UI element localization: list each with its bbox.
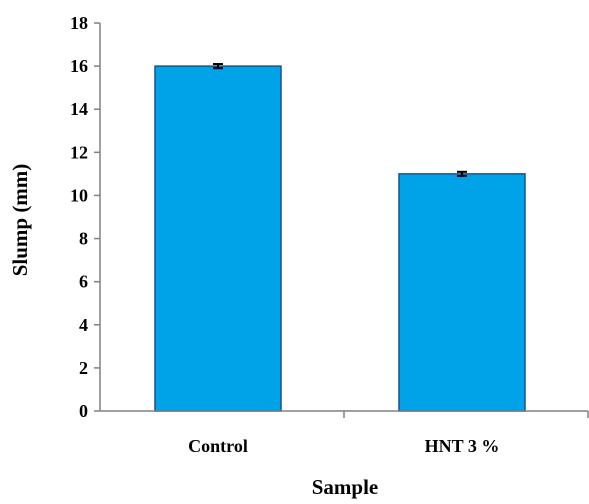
x-tick-label: HNT 3 % [425,436,500,456]
y-tick-label: 16 [70,56,88,76]
error-bar [213,63,223,70]
x-axis-ticks: Control HNT 3 % [188,411,589,456]
y-tick-label: 0 [79,401,88,421]
y-tick-label: 6 [79,272,88,292]
x-tick-label: Control [188,436,248,456]
bars-group [154,63,526,412]
y-tick-label: 14 [70,99,88,119]
x-axis-title: Sample [312,475,379,499]
bar [398,173,526,412]
error-bar [457,170,467,177]
y-tick-label: 12 [70,142,88,162]
y-tick-label: 2 [79,358,88,378]
y-tick-label: 10 [70,185,88,205]
y-tick-label: 4 [79,315,88,335]
y-axis-ticks: 0 2 4 6 8 10 12 14 16 18 [70,13,100,421]
y-tick-label: 8 [79,229,88,249]
bar [154,65,282,412]
y-tick-label: 18 [70,13,88,33]
y-axis-title: Slump (mm) [8,164,32,277]
